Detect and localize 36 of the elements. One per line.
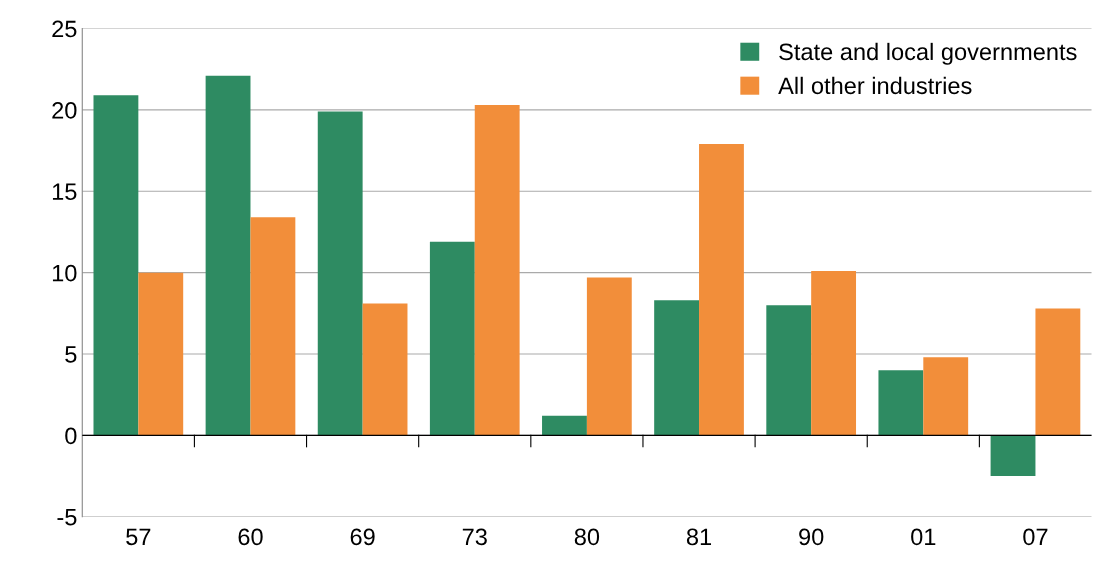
y-tick-label: -5 <box>57 509 77 526</box>
legend-label: State and local governments <box>779 42 1077 65</box>
bar <box>429 241 475 436</box>
bar <box>250 217 296 436</box>
bar <box>811 271 857 436</box>
bar <box>542 415 587 436</box>
bar <box>474 105 520 436</box>
y-tick-label: 15 <box>52 183 77 201</box>
y-tick-label: 10 <box>52 264 77 282</box>
y-tick-label: 20 <box>52 101 77 119</box>
bar <box>362 303 408 436</box>
x-tick-label: 90 <box>799 528 824 546</box>
bar <box>990 435 1036 477</box>
bar <box>1035 308 1081 436</box>
bar <box>654 300 700 436</box>
bar <box>138 272 184 436</box>
y-tick-label: 5 <box>65 346 77 363</box>
x-tick-label: 60 <box>238 528 263 546</box>
bar <box>766 305 812 436</box>
bar <box>586 277 632 436</box>
bar <box>878 370 924 436</box>
x-tick-label: 73 <box>462 528 487 546</box>
x-tick-label: 57 <box>126 528 151 546</box>
y-tick-label: 25 <box>52 20 77 38</box>
bar <box>93 95 139 436</box>
x-tick-label: 07 <box>1023 528 1048 546</box>
x-tick-label: 81 <box>686 528 712 546</box>
bar <box>205 75 251 436</box>
bar <box>699 144 744 436</box>
legend-label: All other industries <box>778 76 972 95</box>
bar <box>923 357 969 436</box>
y-tick-label: 0 <box>65 427 77 445</box>
bar <box>317 111 363 436</box>
x-tick-label: 80 <box>574 528 600 546</box>
x-tick-label: 01 <box>911 528 936 546</box>
x-tick-label: 69 <box>350 528 375 546</box>
